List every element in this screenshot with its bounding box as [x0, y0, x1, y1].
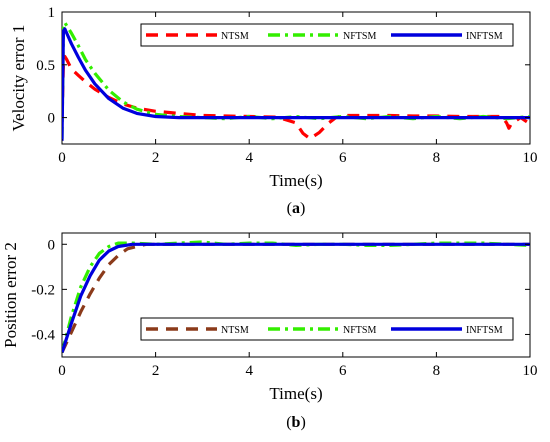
caption-b: (b) — [286, 414, 306, 431]
x-tick-label: 8 — [433, 363, 441, 379]
series-line-inftsm — [62, 27, 530, 141]
x-tick-label: 2 — [152, 363, 160, 379]
x-tick-label: 6 — [339, 150, 347, 166]
x-tick-label: 6 — [339, 363, 347, 379]
legend-a: NTSM NFTSM INFTSM — [140, 23, 514, 47]
legend-label-b-nftsm: NFTSM — [343, 325, 376, 336]
y-tick-label: -0.2 — [31, 282, 55, 298]
x-tick-label: 10 — [523, 150, 538, 166]
series-line-inftsm — [62, 242, 530, 353]
legend-label-b-ntsm: NTSM — [221, 325, 249, 336]
ticks-a: 0 2 4 6 8 10 0 0.5 1 — [36, 5, 537, 166]
x-tick-label: 4 — [245, 363, 253, 379]
y-axis-label-b: Position error 2 — [1, 242, 20, 348]
legend-label-b-inftsm: INFTSM — [466, 325, 503, 336]
x-tick-label: 4 — [245, 150, 253, 166]
legend-label-a-inftsm: INFTSM — [466, 31, 503, 42]
legend-b: NTSM NFTSM INFTSM — [140, 317, 514, 341]
legend-label-a-ntsm: NTSM — [221, 31, 249, 42]
x-axis-label-a: Time(s) — [269, 171, 322, 190]
x-tick-label: 8 — [433, 150, 441, 166]
y-axis-label-a: Velocity error 1 — [9, 25, 28, 132]
series-group-b — [62, 240, 530, 354]
y-tick-label: 1 — [48, 5, 56, 21]
chart-b: 0 2 4 6 8 10 -0.4 -0.2 0 Position error 2 Time(s… — [1, 232, 538, 431]
x-tick-label: 10 — [523, 363, 538, 379]
x-tick-label: 0 — [58, 363, 66, 379]
legend-label-a-nftsm: NFTSM — [343, 31, 376, 42]
y-tick-label: 0.5 — [36, 58, 55, 74]
y-tick-label: -0.4 — [31, 327, 55, 343]
caption-a: (a) — [287, 200, 306, 217]
x-tick-label: 0 — [58, 150, 66, 166]
ticks-b: 0 2 4 6 8 10 -0.4 -0.2 0 — [31, 233, 538, 379]
x-tick-label: 2 — [152, 150, 160, 166]
chart-a: 0 2 4 6 8 10 0 0.5 1 Velocity error 1 Time(s) NT… — [9, 5, 538, 217]
y-tick-label: 0 — [48, 237, 56, 253]
y-tick-label: 0 — [48, 111, 56, 127]
series-group-a — [62, 21, 530, 141]
x-axis-label-b: Time(s) — [269, 384, 322, 403]
